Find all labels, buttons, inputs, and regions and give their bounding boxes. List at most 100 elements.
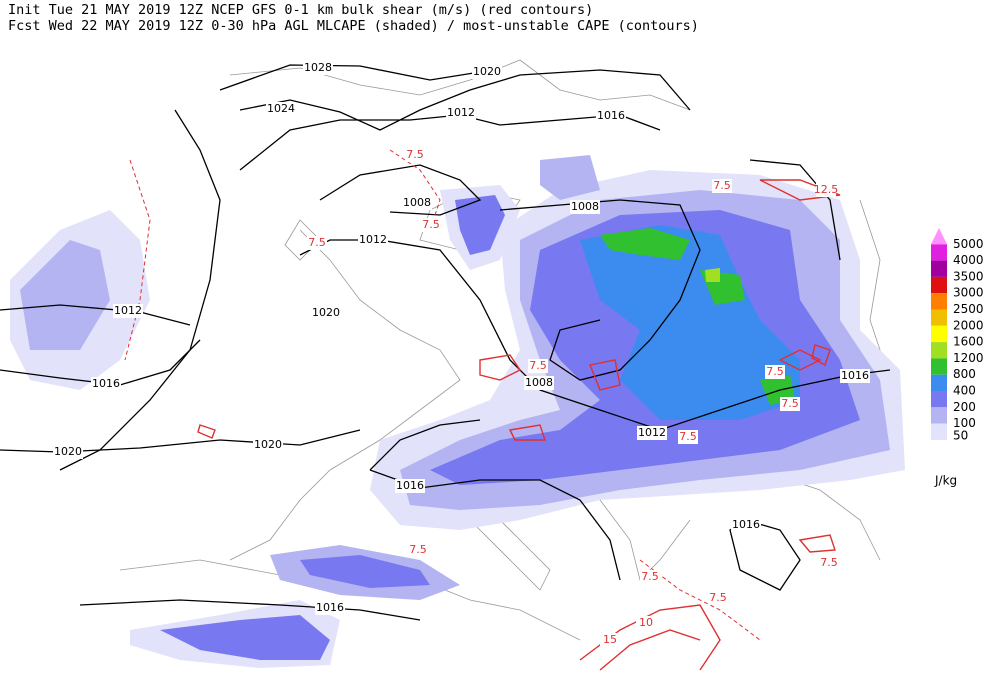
legend-label: 50 bbox=[953, 428, 968, 442]
legend-label: 800 bbox=[953, 367, 976, 381]
legend-swatch bbox=[931, 325, 947, 343]
shear-label: 7.5 bbox=[713, 179, 731, 192]
isobar-label: 1024 bbox=[267, 102, 295, 115]
isobar-label: 1008 bbox=[571, 200, 599, 213]
legend-label: 2500 bbox=[953, 302, 984, 316]
isobar-label: 1028 bbox=[304, 61, 332, 74]
label-bg bbox=[395, 479, 425, 493]
isobar-label: 1020 bbox=[254, 438, 282, 451]
isobar-label: 1012 bbox=[114, 304, 142, 317]
label-bg bbox=[421, 218, 441, 232]
shear-label: 7.5 bbox=[709, 591, 727, 604]
legend-label: 400 bbox=[953, 384, 976, 398]
label-bg bbox=[840, 369, 870, 383]
legend-swatch bbox=[931, 228, 947, 245]
isobar-label: 1016 bbox=[316, 601, 344, 614]
isobar-label: 1016 bbox=[841, 369, 869, 382]
label-bg bbox=[524, 376, 554, 390]
cape-area bbox=[20, 240, 110, 350]
shear-label: 7.5 bbox=[820, 556, 838, 569]
legend-swatch bbox=[931, 407, 947, 424]
isobar-label: 1016 bbox=[597, 109, 625, 122]
label-bg bbox=[765, 365, 785, 379]
label-bg bbox=[528, 359, 548, 373]
label-bg bbox=[113, 304, 143, 318]
isobar-label: 1016 bbox=[92, 377, 120, 390]
shear-label: 7.5 bbox=[406, 148, 424, 161]
label-bg bbox=[640, 570, 660, 584]
label-bg bbox=[358, 233, 388, 247]
isobar-label: 1008 bbox=[403, 196, 431, 209]
shear-label: 7.5 bbox=[422, 218, 440, 231]
shear-label: 7.5 bbox=[409, 543, 427, 556]
label-bg bbox=[408, 543, 428, 557]
label-bg bbox=[596, 109, 626, 123]
isobar-label: 1020 bbox=[473, 65, 501, 78]
legend-label: 3000 bbox=[953, 286, 984, 300]
isobar-label: 1012 bbox=[359, 233, 387, 246]
legend-label: 1200 bbox=[953, 351, 984, 365]
shear-label: 7.5 bbox=[766, 365, 784, 378]
legend: 5000 4000 3500 3000 2500 2000 1600 1200 800 400 20… bbox=[931, 228, 984, 488]
isobar-label: 1012 bbox=[638, 426, 666, 439]
label-bg bbox=[708, 591, 728, 605]
label-bg bbox=[402, 196, 432, 210]
label-bg bbox=[731, 518, 761, 532]
shear-label: 7.5 bbox=[308, 236, 326, 249]
label-bg bbox=[819, 556, 839, 570]
isobar-label: 1016 bbox=[396, 479, 424, 492]
legend-swatch bbox=[931, 342, 947, 359]
contour-labels: 1028 1020 1024 1012 1016 1008 1008 1012 1012 1020… bbox=[53, 61, 870, 647]
cape-area bbox=[160, 615, 330, 660]
isobar-label: 1020 bbox=[312, 306, 340, 319]
shear-label: 7.5 bbox=[529, 359, 547, 372]
label-bg bbox=[266, 102, 296, 116]
label-bg bbox=[637, 426, 667, 440]
label-bg bbox=[303, 61, 333, 75]
cape-area bbox=[580, 225, 800, 420]
label-bg bbox=[600, 633, 620, 647]
legend-swatch bbox=[931, 276, 947, 294]
label-bg bbox=[311, 306, 341, 320]
legend-swatch bbox=[931, 374, 947, 391]
shear-label: 10 bbox=[639, 616, 653, 629]
isobar-label: 1016 bbox=[732, 518, 760, 531]
header-line: Fcst Wed 22 MAY 2019 12Z 0-30 hPa AGL ML… bbox=[8, 18, 699, 34]
legend-swatch bbox=[931, 423, 947, 440]
label-bg bbox=[91, 377, 121, 391]
label-bg bbox=[678, 430, 698, 444]
cape-area bbox=[600, 228, 690, 260]
cape-area bbox=[300, 555, 430, 588]
isobar-label: 1020 bbox=[54, 445, 82, 458]
label-bg bbox=[570, 200, 600, 214]
legend-label: 200 bbox=[953, 400, 976, 414]
shear-label: 7.5 bbox=[641, 570, 659, 583]
shear-label: 12.5 bbox=[814, 183, 839, 196]
label-bg bbox=[315, 601, 345, 615]
label-bg bbox=[816, 183, 836, 197]
legend-label: 1600 bbox=[953, 335, 984, 349]
cape-area bbox=[540, 155, 600, 200]
cape-shading bbox=[10, 155, 905, 668]
isobar-label: 1012 bbox=[447, 106, 475, 119]
legend-label: 100 bbox=[953, 416, 976, 430]
cape-area bbox=[705, 268, 720, 282]
label-bg bbox=[53, 445, 83, 459]
legend-label: 5000 bbox=[953, 237, 984, 251]
cape-area bbox=[455, 195, 505, 255]
legend-swatch bbox=[931, 260, 947, 277]
label-bg bbox=[636, 616, 656, 630]
shear-label: 7.5 bbox=[781, 397, 799, 410]
label-bg bbox=[780, 397, 800, 411]
legend-label: 3500 bbox=[953, 269, 984, 283]
label-bg bbox=[307, 236, 327, 250]
legend-swatch bbox=[931, 309, 947, 326]
label-bg bbox=[446, 106, 476, 120]
isobar-label: 1008 bbox=[525, 376, 553, 389]
shear-label: 7.5 bbox=[679, 430, 697, 443]
shear-label: 15 bbox=[603, 633, 617, 646]
label-bg bbox=[472, 65, 502, 79]
legend-swatch bbox=[931, 293, 947, 310]
legend-label: 2000 bbox=[953, 318, 984, 332]
